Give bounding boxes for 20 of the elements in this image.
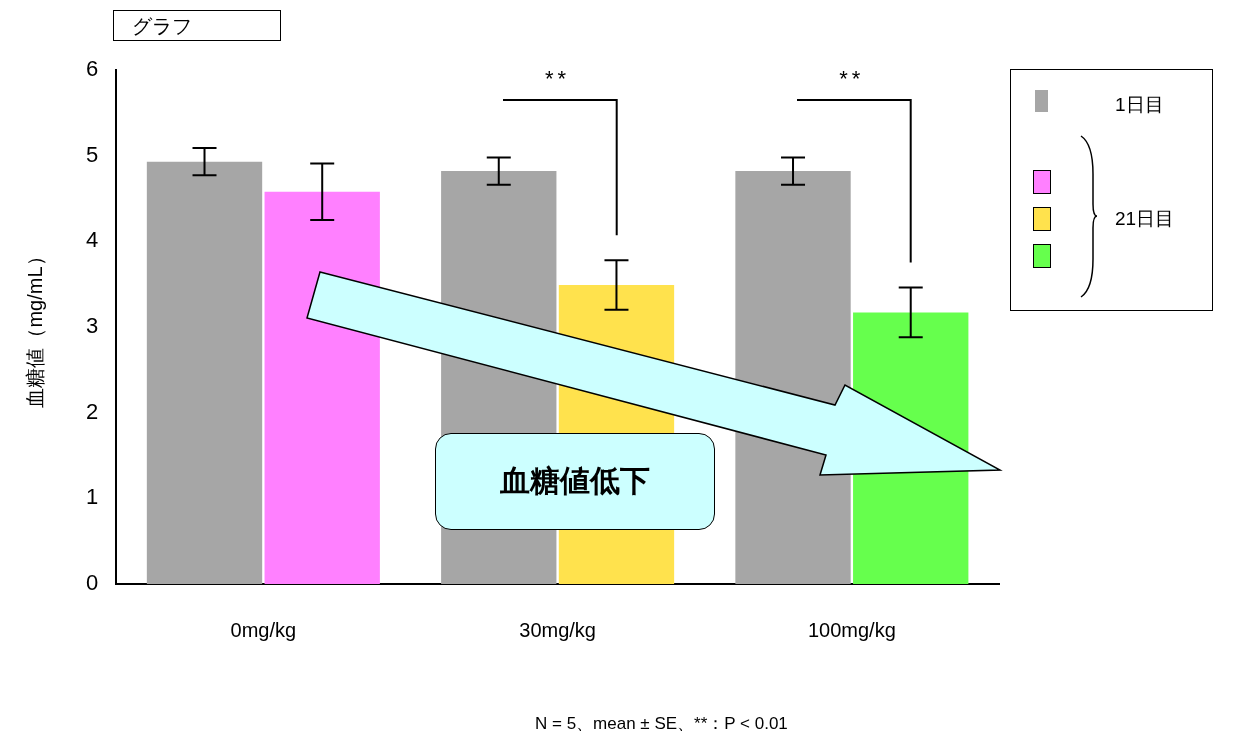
y-tick-label: 2 bbox=[85, 398, 99, 424]
annotation: ** bbox=[838, 66, 866, 92]
annotation: ** bbox=[544, 66, 572, 92]
bar bbox=[146, 161, 263, 584]
y-axis-title: 血糖値（mg/mL） bbox=[23, 246, 46, 408]
bar bbox=[264, 191, 380, 584]
chart-title: グラフ bbox=[113, 10, 281, 41]
text: 21日目 bbox=[1115, 207, 1175, 231]
y-tick-label: 0 bbox=[85, 570, 99, 596]
text: N = 5、mean ± SE、**：P < 0.01 bbox=[535, 713, 788, 735]
y-tick-label: 3 bbox=[85, 313, 99, 339]
y-tick-label: 6 bbox=[85, 56, 99, 82]
text: 1日目 bbox=[1115, 93, 1164, 117]
callout-box: 血糖値低下 bbox=[435, 433, 715, 530]
y-tick-label: 1 bbox=[85, 484, 99, 510]
x-tick-label: 30mg/kg bbox=[519, 618, 596, 641]
y-tick-label: 5 bbox=[85, 141, 99, 167]
x-tick-label: 0mg/kg bbox=[230, 618, 297, 641]
y-tick-label: 4 bbox=[85, 227, 99, 253]
x-tick-label: 100mg/kg bbox=[807, 618, 896, 641]
